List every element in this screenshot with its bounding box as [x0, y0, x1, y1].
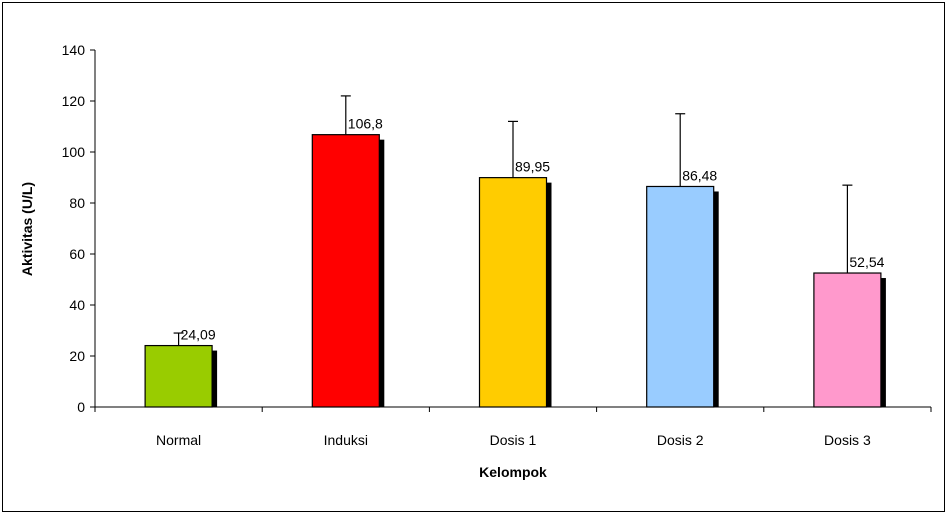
y-axis-title: Aktivitas (U/L)	[19, 182, 35, 276]
y-tick-label: 80	[69, 195, 85, 211]
data-label: 24,09	[181, 327, 216, 343]
bar-chart: 0 20 40 60 80 100 120 140 24,09 106,8 89,95 86,48 5…	[19, 42, 932, 480]
category-labels: Normal Induksi Dosis 1 Dosis 2 Dosis 3	[156, 432, 871, 448]
bar	[478, 177, 548, 408]
y-tick-label: 0	[77, 399, 85, 415]
category-label: Dosis 3	[824, 432, 871, 448]
bar	[311, 134, 380, 408]
y-tick-label: 120	[62, 93, 86, 109]
bar	[144, 344, 213, 408]
category-label: Dosis 1	[490, 432, 537, 448]
y-tick-label: 100	[62, 144, 86, 160]
category-label: Normal	[156, 432, 201, 448]
x-axis-title: Kelompok	[479, 464, 547, 480]
y-tick-label: 20	[69, 348, 85, 364]
y-ticks: 0 20 40 60 80 100 120 140	[62, 42, 95, 415]
data-label: 52,54	[849, 254, 884, 270]
y-tick-label: 40	[69, 297, 85, 313]
bar	[646, 185, 715, 408]
y-tick-label: 140	[62, 42, 86, 58]
bars: 24,09 106,8 89,95 86,48 52,54	[94, 95, 932, 412]
category-label: Dosis 2	[657, 432, 704, 448]
bar	[813, 272, 882, 408]
data-label: 89,95	[515, 159, 550, 175]
y-tick-label: 60	[69, 246, 85, 262]
data-label: 106,8	[348, 116, 383, 132]
data-label: 86,48	[682, 167, 717, 183]
category-label: Induksi	[324, 432, 368, 448]
